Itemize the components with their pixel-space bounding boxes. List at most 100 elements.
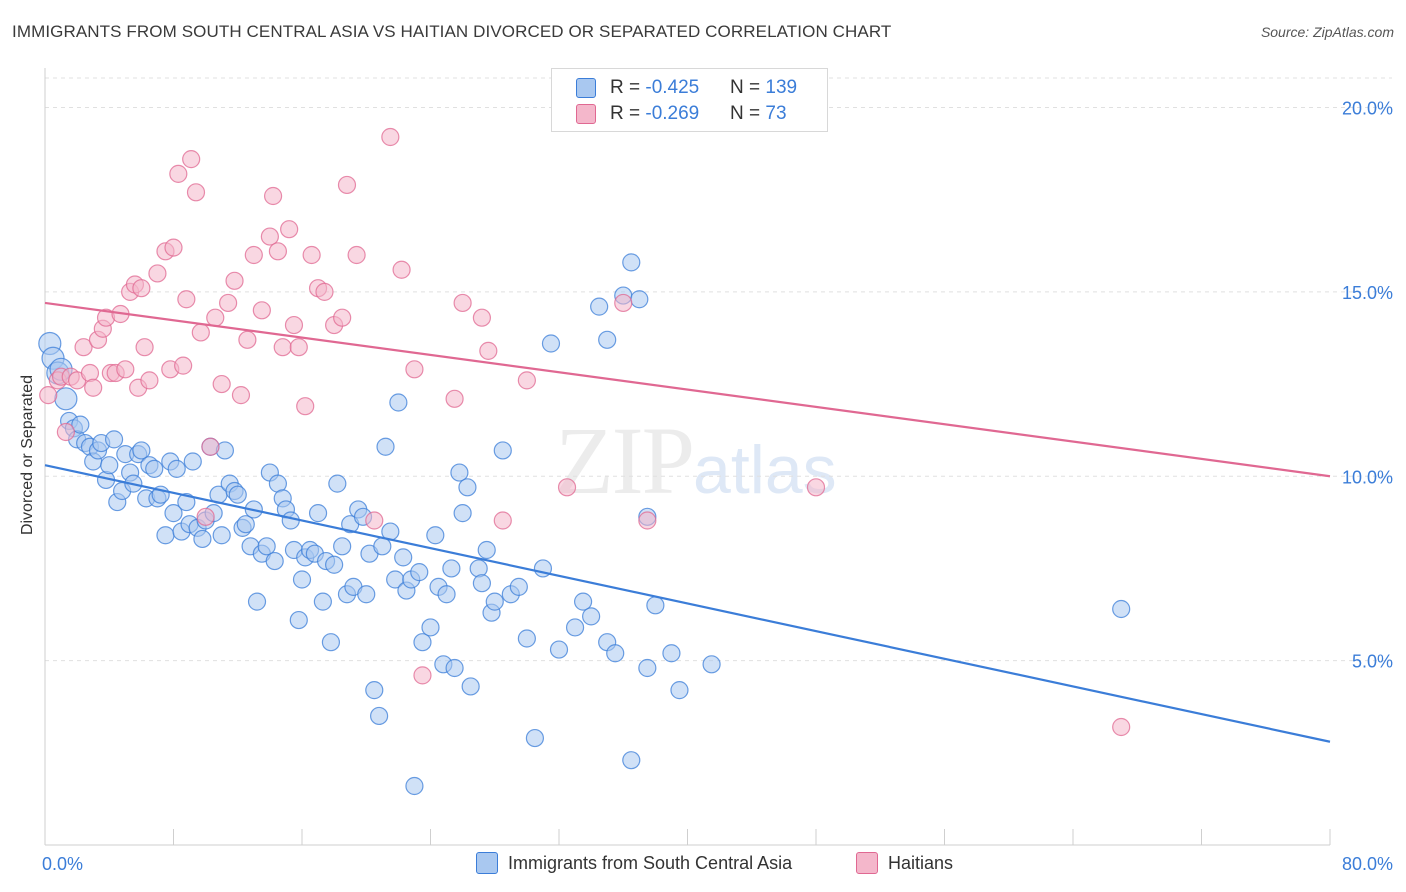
legend-n-label: N = bbox=[730, 103, 766, 124]
immigrants-point bbox=[71, 415, 90, 434]
haitians-point bbox=[337, 175, 357, 195]
haitians-point bbox=[80, 363, 100, 383]
haitians-point bbox=[413, 666, 432, 685]
watermark-zip: ZIP bbox=[555, 407, 695, 514]
y-tick-label: 20.0% bbox=[1342, 99, 1393, 119]
immigrants-trend-line bbox=[44, 464, 1331, 743]
immigrants-point bbox=[145, 459, 164, 478]
immigrants-point bbox=[132, 441, 151, 460]
haitians-point bbox=[174, 356, 193, 375]
legend-r-value: -0.269 bbox=[645, 103, 700, 124]
immigrants-point bbox=[450, 463, 469, 482]
immigrants-point bbox=[247, 592, 267, 611]
immigrants-point bbox=[517, 629, 536, 648]
haitians-point bbox=[806, 478, 826, 497]
haitians-point bbox=[135, 338, 154, 357]
immigrants-point bbox=[257, 537, 276, 556]
haitians-point bbox=[638, 511, 657, 530]
haitians-point bbox=[164, 238, 183, 257]
haitians-point bbox=[472, 308, 491, 327]
immigrants-point bbox=[702, 655, 721, 674]
legend-item-immigrants[interactable]: Immigrants from South Central Asia bbox=[476, 852, 792, 874]
haitians-trend-line bbox=[44, 301, 1331, 478]
immigrants-point bbox=[394, 548, 413, 567]
haitians-point bbox=[182, 150, 201, 169]
immigrants-point bbox=[670, 681, 689, 700]
immigrants-point bbox=[442, 559, 461, 578]
immigrants-point bbox=[183, 452, 202, 471]
legend-n-value: 73 bbox=[765, 103, 787, 124]
haitians-point bbox=[381, 127, 400, 147]
haitians-point bbox=[225, 271, 244, 290]
immigrants-point bbox=[405, 776, 424, 796]
haitians-point bbox=[244, 245, 263, 265]
haitians-point bbox=[453, 293, 472, 313]
legend-item-haitians[interactable]: Haitians bbox=[856, 852, 953, 874]
haitians-point bbox=[614, 293, 633, 313]
immigrants-point bbox=[437, 585, 456, 604]
correlation-legend: R = -0.425 N = 139 R = -0.269 N = 73 bbox=[551, 68, 828, 132]
haitians-point bbox=[268, 242, 288, 261]
haitians-point bbox=[479, 341, 498, 360]
immigrants-point bbox=[598, 330, 617, 349]
immigrants-point bbox=[565, 618, 585, 637]
haitians-point bbox=[177, 290, 196, 309]
haitians-point bbox=[405, 360, 424, 379]
haitians-point bbox=[206, 308, 225, 327]
haitians-point bbox=[517, 371, 536, 390]
haitians-point bbox=[260, 227, 279, 246]
chart-title: IMMIGRANTS FROM SOUTH CENTRAL ASIA VS HA… bbox=[12, 22, 892, 41]
haitians-point bbox=[273, 338, 292, 357]
immigrants-point bbox=[638, 658, 657, 678]
legend-r-pink: R = -0.269 bbox=[610, 103, 699, 125]
legend-swatch-blue bbox=[576, 78, 596, 98]
haitians-point bbox=[148, 264, 167, 283]
immigrants-point bbox=[328, 474, 347, 493]
immigrants-point bbox=[265, 551, 284, 571]
immigrants-point bbox=[458, 478, 477, 497]
legend-label-haitians: Haitians bbox=[888, 852, 954, 873]
haitians-point bbox=[365, 511, 384, 530]
immigrants-point bbox=[509, 577, 528, 596]
legend-label-immigrants: Immigrants from South Central Asia bbox=[508, 852, 793, 873]
immigrants-point bbox=[622, 253, 641, 272]
x-tick-label-min: 0.0% bbox=[42, 854, 83, 874]
haitians-point bbox=[39, 386, 58, 405]
haitians-point bbox=[84, 378, 103, 397]
x-tick-label-max: 80.0% bbox=[1342, 854, 1393, 874]
immigrants-point bbox=[573, 592, 593, 611]
haitians-point bbox=[252, 301, 271, 320]
haitians-point bbox=[219, 293, 238, 313]
haitians-point bbox=[493, 511, 512, 530]
immigrants-point bbox=[228, 485, 247, 504]
haitians-point bbox=[186, 183, 206, 202]
haitians-point bbox=[191, 323, 210, 342]
haitians-point bbox=[231, 386, 251, 405]
immigrants-point bbox=[236, 515, 255, 534]
immigrants-point bbox=[156, 526, 175, 545]
immigrants-point bbox=[357, 585, 376, 604]
haitians-point bbox=[315, 282, 334, 301]
haitians-point bbox=[201, 437, 220, 456]
haitians-point bbox=[333, 308, 352, 327]
immigrants-point bbox=[333, 537, 352, 556]
haitians-point bbox=[212, 374, 231, 394]
legend-n-label: N = bbox=[730, 77, 766, 98]
immigrants-point bbox=[289, 610, 308, 630]
immigrants-point bbox=[54, 387, 78, 411]
immigrants-point bbox=[461, 677, 480, 696]
immigrants-point bbox=[104, 430, 124, 449]
immigrants-point bbox=[281, 511, 300, 530]
immigrants-point bbox=[1112, 599, 1131, 619]
haitians-point bbox=[238, 330, 257, 349]
haitians-point bbox=[289, 338, 308, 357]
immigrants-point bbox=[413, 633, 432, 652]
series-legend: Immigrants from South Central Asia Haiti… bbox=[0, 852, 1406, 878]
legend-r-label: R = bbox=[610, 103, 646, 124]
haitians-point bbox=[284, 315, 304, 335]
immigrants-point bbox=[212, 526, 231, 545]
haitians-point bbox=[132, 279, 151, 298]
legend-r-label: R = bbox=[610, 77, 646, 98]
y-tick-label: 15.0% bbox=[1342, 283, 1393, 303]
haitians-point bbox=[296, 397, 315, 416]
